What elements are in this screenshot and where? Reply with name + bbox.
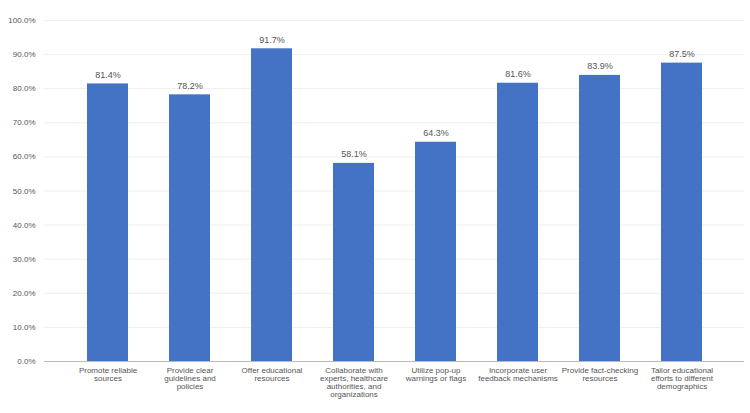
svg-text:87.5%: 87.5% [669,49,695,59]
svg-text:58.1%: 58.1% [341,149,367,159]
svg-text:80.0%: 80.0% [13,84,36,93]
svg-text:20.0%: 20.0% [13,289,36,298]
svg-text:30.0%: 30.0% [13,255,36,264]
svg-text:Provide fact-checkingresources: Provide fact-checkingresources [562,366,638,383]
svg-text:100.0%: 100.0% [8,16,35,25]
svg-text:Incorporate userfeedback mecha: Incorporate userfeedback mechanisms [478,366,558,383]
svg-text:0.0%: 0.0% [17,357,35,366]
svg-text:81.6%: 81.6% [505,69,531,79]
svg-text:90.0%: 90.0% [13,50,36,59]
svg-text:Collaborate withexperts, healt: Collaborate withexperts, healthcareautho… [320,366,389,399]
svg-text:Offer educationalresources: Offer educationalresources [242,366,303,383]
svg-text:Promote reliablesources: Promote reliablesources [79,366,138,383]
svg-text:64.3%: 64.3% [423,128,449,138]
svg-text:10.0%: 10.0% [13,323,36,332]
svg-text:78.2%: 78.2% [177,81,203,91]
svg-text:Tailor educationalefforts to d: Tailor educationalefforts to differentde… [651,366,714,391]
svg-text:91.7%: 91.7% [259,35,285,45]
svg-text:50.0%: 50.0% [13,187,36,196]
svg-text:83.9%: 83.9% [587,61,613,71]
svg-text:40.0%: 40.0% [13,221,36,230]
svg-text:Utilize pop-upwarnings or flag: Utilize pop-upwarnings or flags [405,366,466,383]
svg-text:Provide clearguidelines andpol: Provide clearguidelines andpolicies [164,366,216,391]
svg-text:60.0%: 60.0% [13,152,36,161]
svg-text:81.4%: 81.4% [95,70,121,80]
svg-text:70.0%: 70.0% [13,118,36,127]
